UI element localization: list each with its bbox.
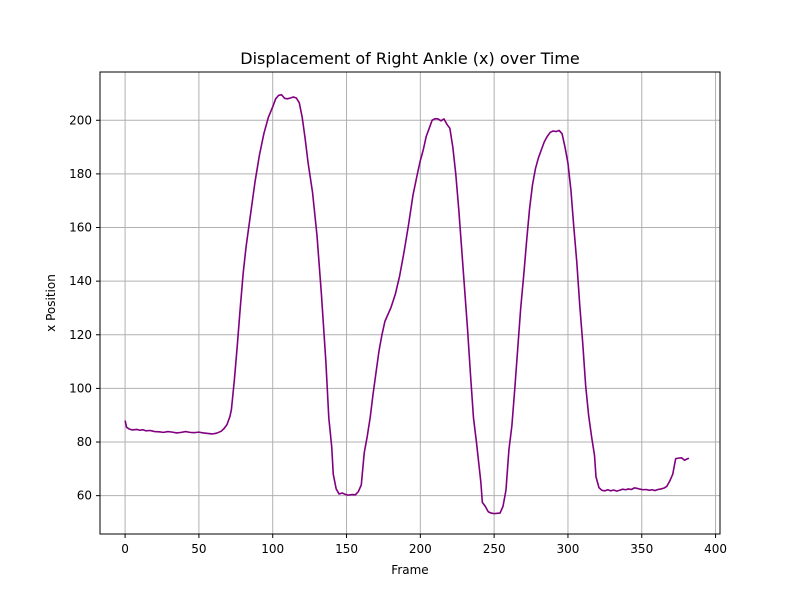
grid <box>100 72 720 534</box>
x-tick-label: 0 <box>121 542 129 556</box>
y-tick-label: 80 <box>77 435 92 449</box>
x-axis-label: Frame <box>391 563 428 577</box>
chart-title: Displacement of Right Ankle (x) over Tim… <box>240 49 580 68</box>
y-tick-label: 60 <box>77 489 92 503</box>
y-tick-label: 180 <box>69 167 92 181</box>
x-tick-label: 100 <box>261 542 284 556</box>
y-axis-label: x Position <box>44 274 58 332</box>
series-line <box>124 93 690 515</box>
y-tick-label: 100 <box>69 381 92 395</box>
x-tick-label: 200 <box>409 542 432 556</box>
x-tick-label: 400 <box>704 542 727 556</box>
y-tick-label: 120 <box>69 328 92 342</box>
ticks: 0 50 100 150 200 250 300 350 400 60 80 100 120 140 160… <box>69 113 727 556</box>
x-tick-label: 350 <box>630 542 653 556</box>
plot-area-frame <box>99 71 721 535</box>
y-tick-label: 200 <box>69 113 92 127</box>
y-tick-label: 160 <box>69 221 92 235</box>
x-tick-label: 250 <box>483 542 506 556</box>
x-tick-label: 300 <box>556 542 579 556</box>
x-tick-label: 150 <box>335 542 358 556</box>
x-tick-label: 50 <box>191 542 206 556</box>
y-tick-label: 140 <box>69 274 92 288</box>
series-layer <box>124 93 690 515</box>
